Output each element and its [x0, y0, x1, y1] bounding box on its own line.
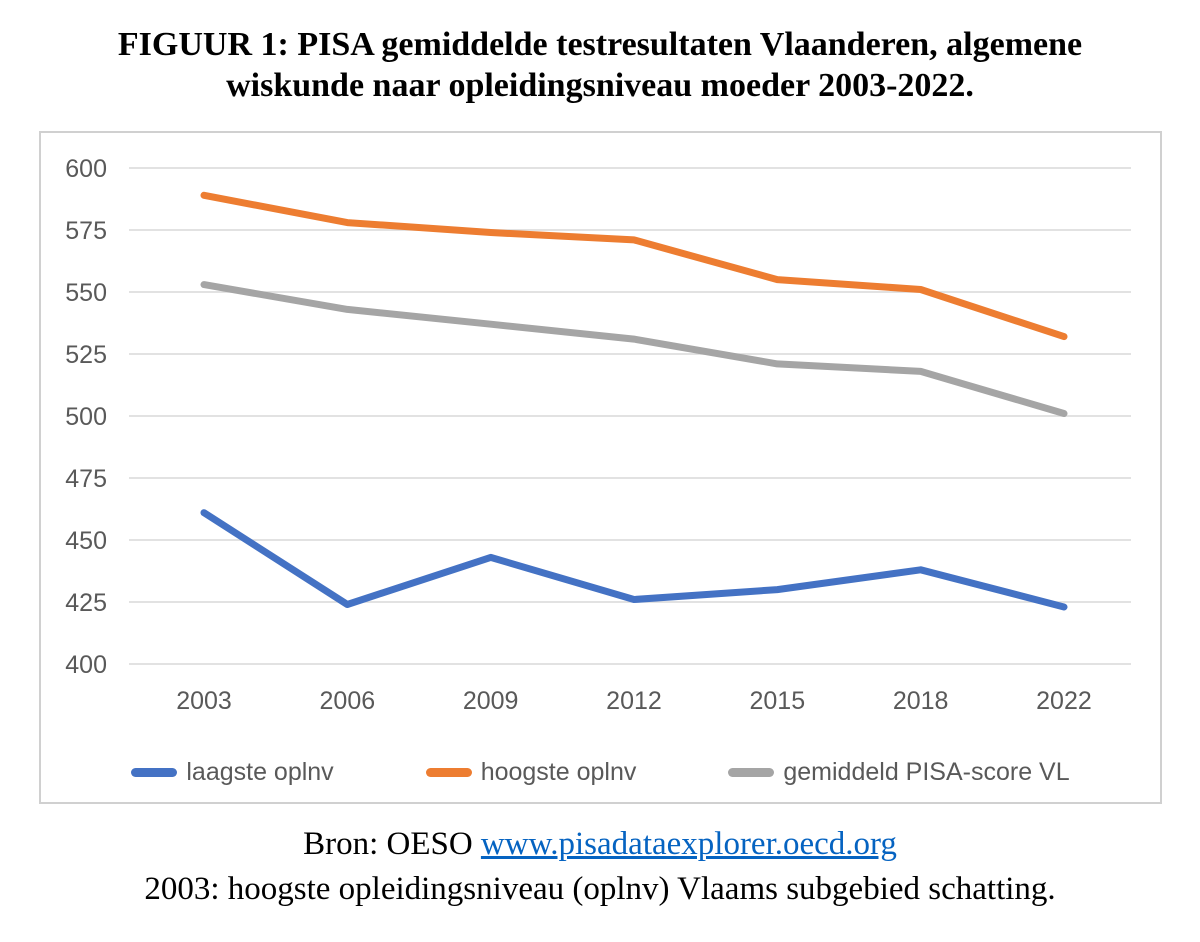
legend-item-gemiddeld-pisa-score: gemiddeld PISA-score VL	[728, 757, 1070, 787]
line-chart-plot-area: 600 575 550 525 500 475 450 425 400 2003 2006 2009 2…	[65, 155, 1131, 715]
legend-label-laagste-oplnv: laagste oplnv	[186, 757, 334, 786]
x-tick-label: 2006	[320, 687, 376, 715]
source-line: Bron: OESO www.pisadataexplorer.oecd.org	[0, 826, 1200, 863]
x-tick-label: 2018	[893, 687, 949, 715]
source-link[interactable]: www.pisadataexplorer.oecd.org	[480, 826, 897, 862]
y-tick-label: 600	[65, 155, 107, 183]
y-tick-label: 525	[65, 341, 107, 369]
y-tick-label: 575	[65, 217, 107, 245]
series-line-hoogste-oplnv	[200, 191, 1068, 341]
x-tick-label: 2003	[176, 687, 232, 715]
figure-title-line1: FIGUUR 1: PISA gemiddelde testresultaten…	[117, 26, 1083, 63]
source-prefix: Bron: OESO	[303, 826, 473, 862]
chart-legend: laagste oplnv hoogste oplnv gemiddeld PI…	[41, 744, 1160, 800]
figure-title-line2: wiskunde naar opleidingsniveau moeder 20…	[226, 67, 974, 105]
series-line-laagste-oplnv	[200, 509, 1068, 611]
y-tick-label: 550	[65, 279, 107, 307]
y-tick-label: 400	[65, 651, 107, 679]
x-tick-label: 2012	[606, 687, 662, 715]
series-line-gemiddeld-pisa-score-vl	[200, 281, 1068, 417]
y-tick-label: 500	[65, 403, 107, 431]
x-tick-label: 2022	[1036, 687, 1092, 715]
legend-item-laagste-oplnv: laagste oplnv	[131, 757, 334, 787]
x-tick-label: 2009	[463, 687, 519, 715]
figure-title: FIGUUR 1: PISA gemiddelde testresultaten…	[0, 0, 1200, 107]
footer: Bron: OESO www.pisadataexplorer.oecd.org…	[0, 826, 1200, 908]
legend-item-hoogste-oplnv: hoogste oplnv	[425, 757, 637, 787]
y-tick-label: 475	[65, 465, 107, 493]
legend-swatch-gemiddeld-pisa-score-icon	[728, 767, 775, 777]
legend-swatch-laagste-oplnv-icon	[131, 767, 178, 777]
legend-swatch-hoogste-oplnv-icon	[425, 767, 472, 777]
legend-label-gemiddeld-pisa-score: gemiddeld PISA-score VL	[783, 757, 1070, 786]
x-tick-label: 2015	[750, 687, 806, 715]
legend-label-hoogste-oplnv: hoogste oplnv	[480, 757, 637, 786]
chart-frame: 600 575 550 525 500 475 450 425 400 2003 2006 2009 2…	[39, 131, 1162, 804]
y-tick-label: 450	[65, 527, 107, 555]
y-tick-label: 425	[65, 589, 107, 617]
note-line: 2003: hoogste opleidingsniveau (oplnv) V…	[144, 871, 1056, 907]
